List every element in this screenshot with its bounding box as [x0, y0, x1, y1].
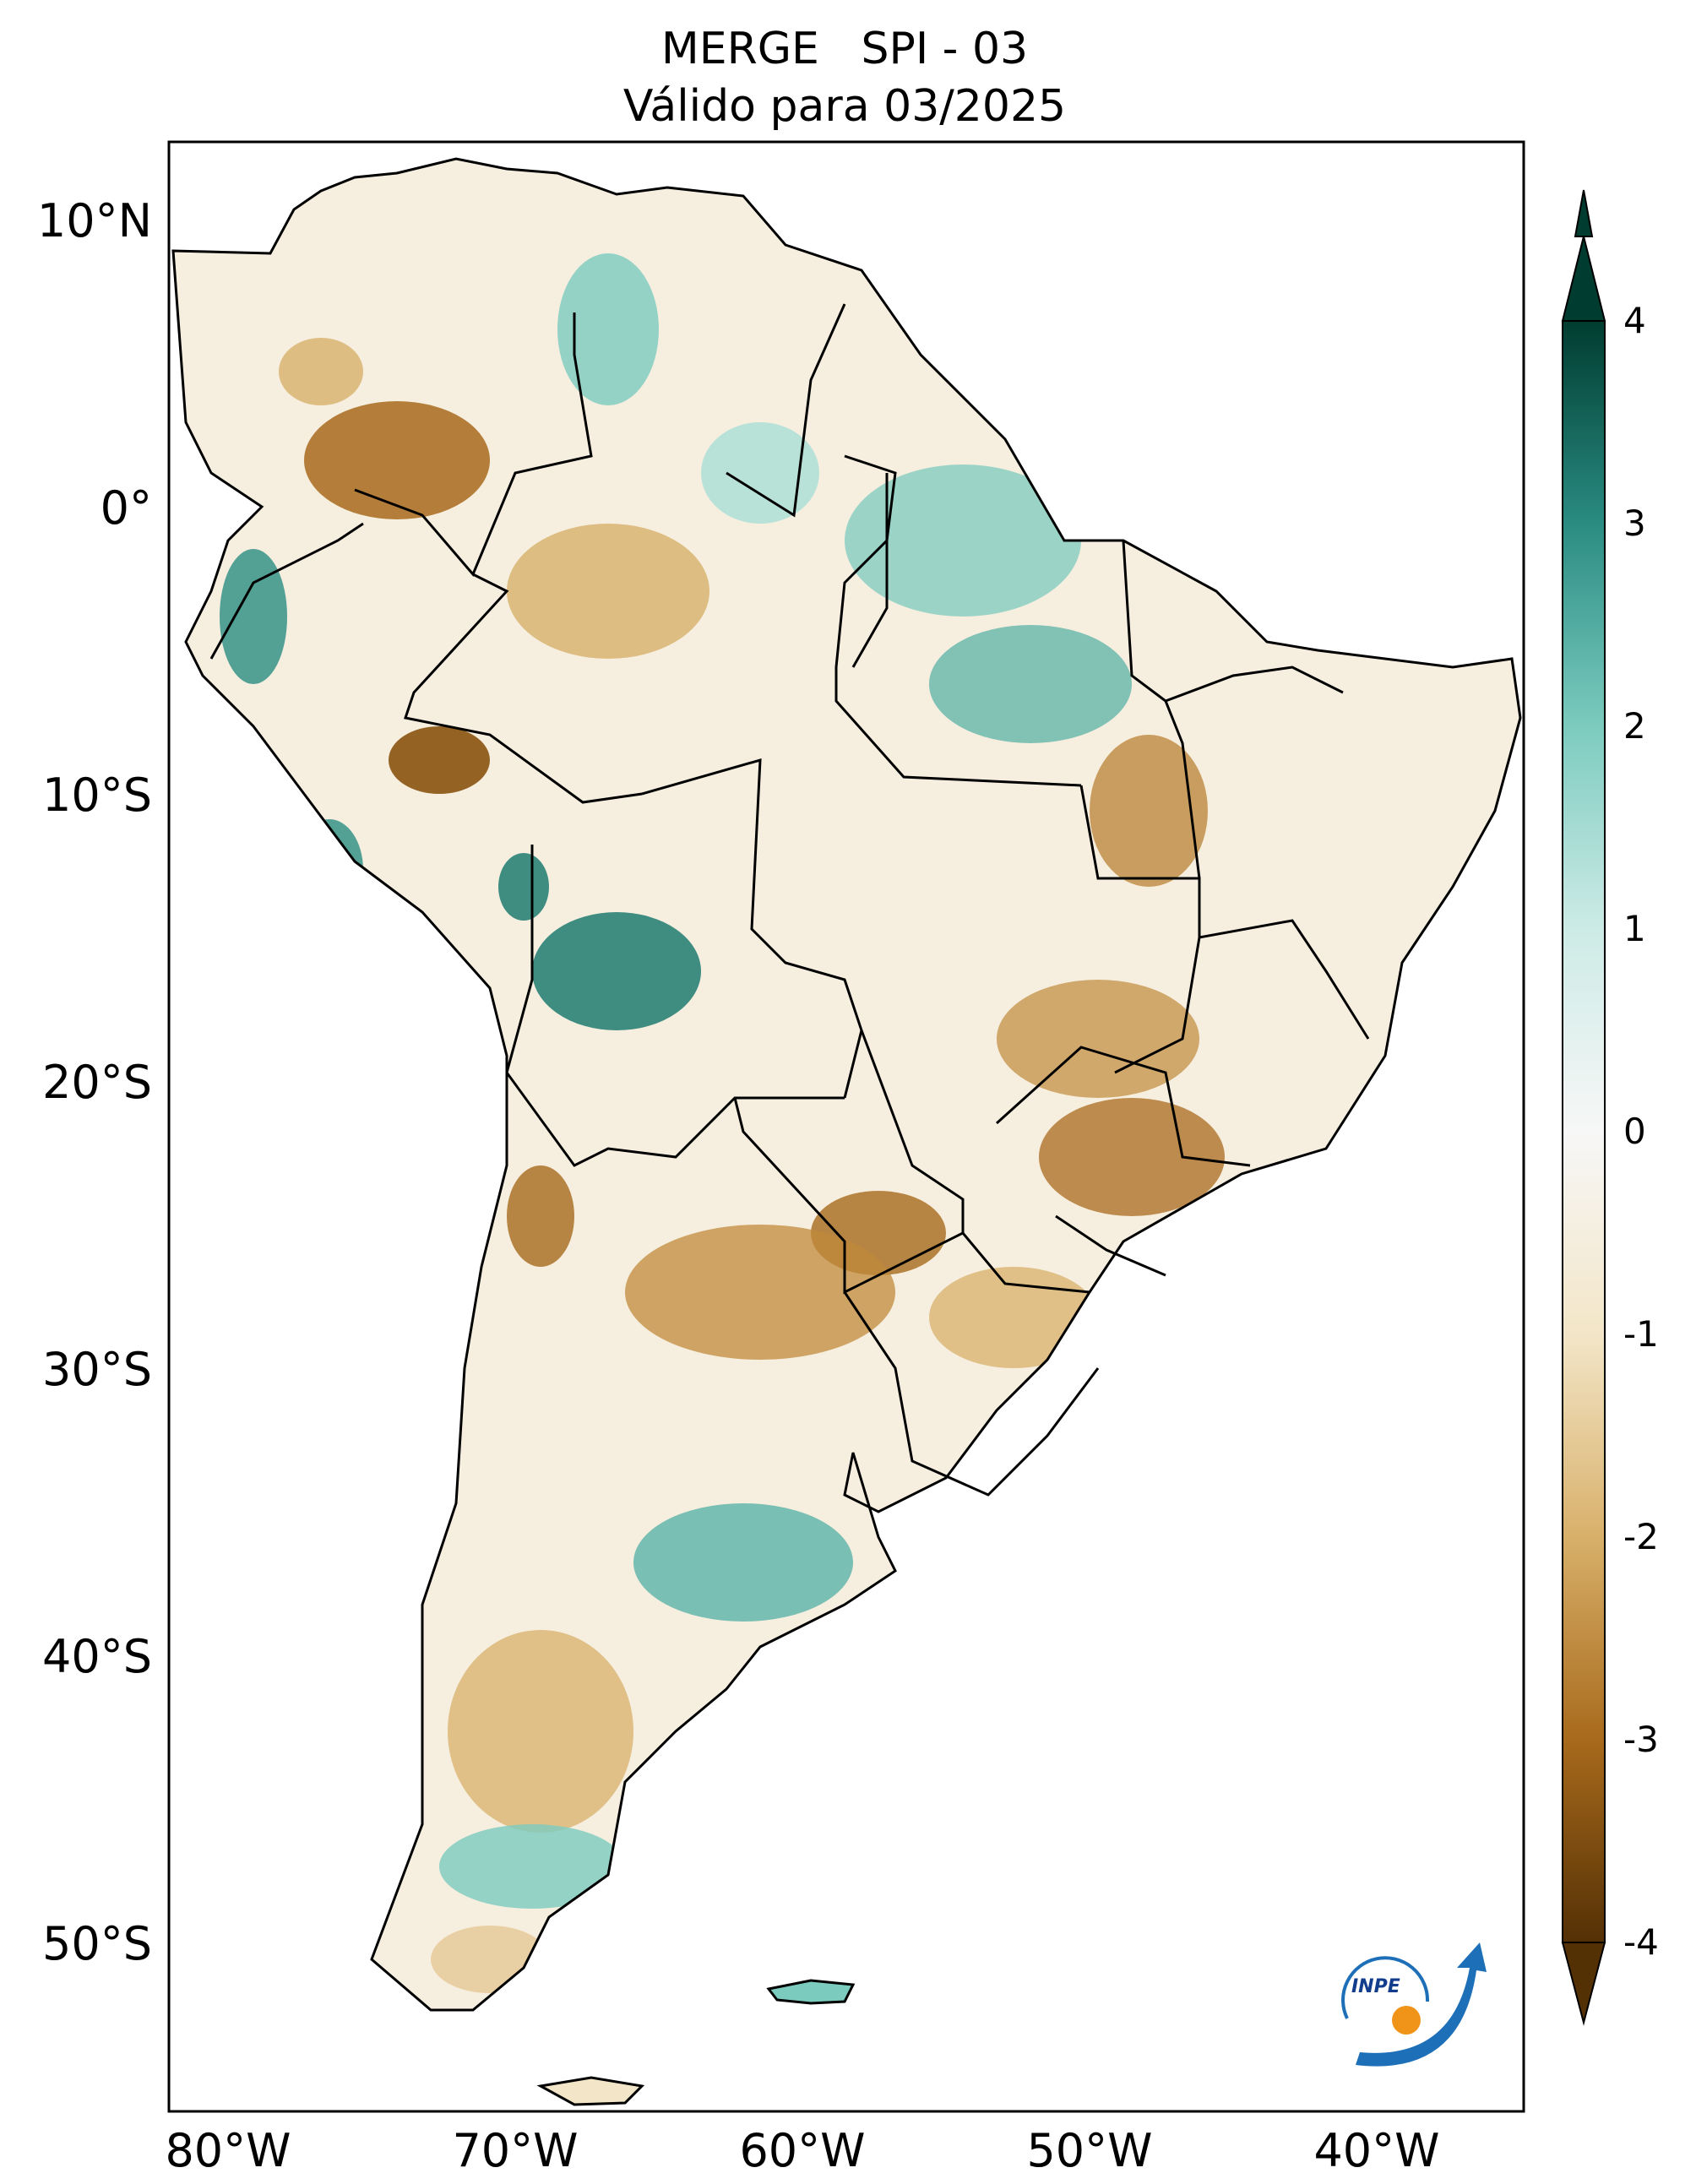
logo-orbit	[1341, 1956, 1430, 2019]
plot-frame	[167, 140, 1525, 2113]
lon-tick-label: 40°W	[1313, 2124, 1440, 2177]
colorbar-bottom-triangle	[1561, 1942, 1606, 2026]
logo-arrow	[1356, 1942, 1487, 2067]
lat-tick-label: 0°	[100, 481, 152, 535]
lat-tick-label: 10°S	[42, 769, 152, 822]
logo-label: INPE	[1351, 1976, 1400, 1997]
colorbar-tick-label: 3	[1623, 503, 1646, 544]
tierra-del-fuego	[536, 2076, 645, 2106]
colorbar-tick-label: 1	[1623, 908, 1646, 949]
colorbar	[1561, 189, 1606, 2026]
inpe-logo	[1341, 1942, 1487, 2067]
colorbar-upper-extend	[1574, 189, 1594, 237]
lon-tick-label: 70°W	[452, 2124, 579, 2177]
colorbar-top-triangle	[1561, 236, 1606, 322]
colorbar-tick-label: 2	[1623, 705, 1646, 747]
lat-tick-label: 20°S	[42, 1056, 152, 1109]
lat-tick-label: 30°S	[42, 1343, 152, 1396]
spi-field	[220, 253, 1225, 1993]
lat-tick-label: 10°N	[36, 194, 152, 247]
lon-tick-label: 80°W	[165, 2124, 291, 2177]
lat-tick-label: 40°S	[42, 1630, 152, 1683]
colorbar-tick-label: -1	[1623, 1313, 1659, 1355]
lon-tick-label: 60°W	[739, 2124, 866, 2177]
colorbar-tick-label: 0	[1623, 1111, 1646, 1152]
colorbar-tick-label: -4	[1623, 1921, 1659, 1963]
colorbar-gradient	[1562, 320, 1606, 1943]
map-title: MERGE SPI - 03	[660, 24, 1029, 74]
lat-tick-label: 50°S	[42, 1917, 152, 1970]
map-subtitle: Válido para 03/2025	[622, 81, 1067, 132]
lon-tick-label: 50°W	[1026, 2124, 1153, 2177]
falkland-islands	[766, 1979, 856, 2005]
logo-sun	[1392, 2006, 1421, 2035]
colorbar-tick-label: 4	[1623, 300, 1646, 341]
colorbar-tick-label: -2	[1623, 1516, 1659, 1557]
country-borders	[171, 157, 1522, 2012]
colorbar-tick-label: -3	[1623, 1719, 1659, 1760]
